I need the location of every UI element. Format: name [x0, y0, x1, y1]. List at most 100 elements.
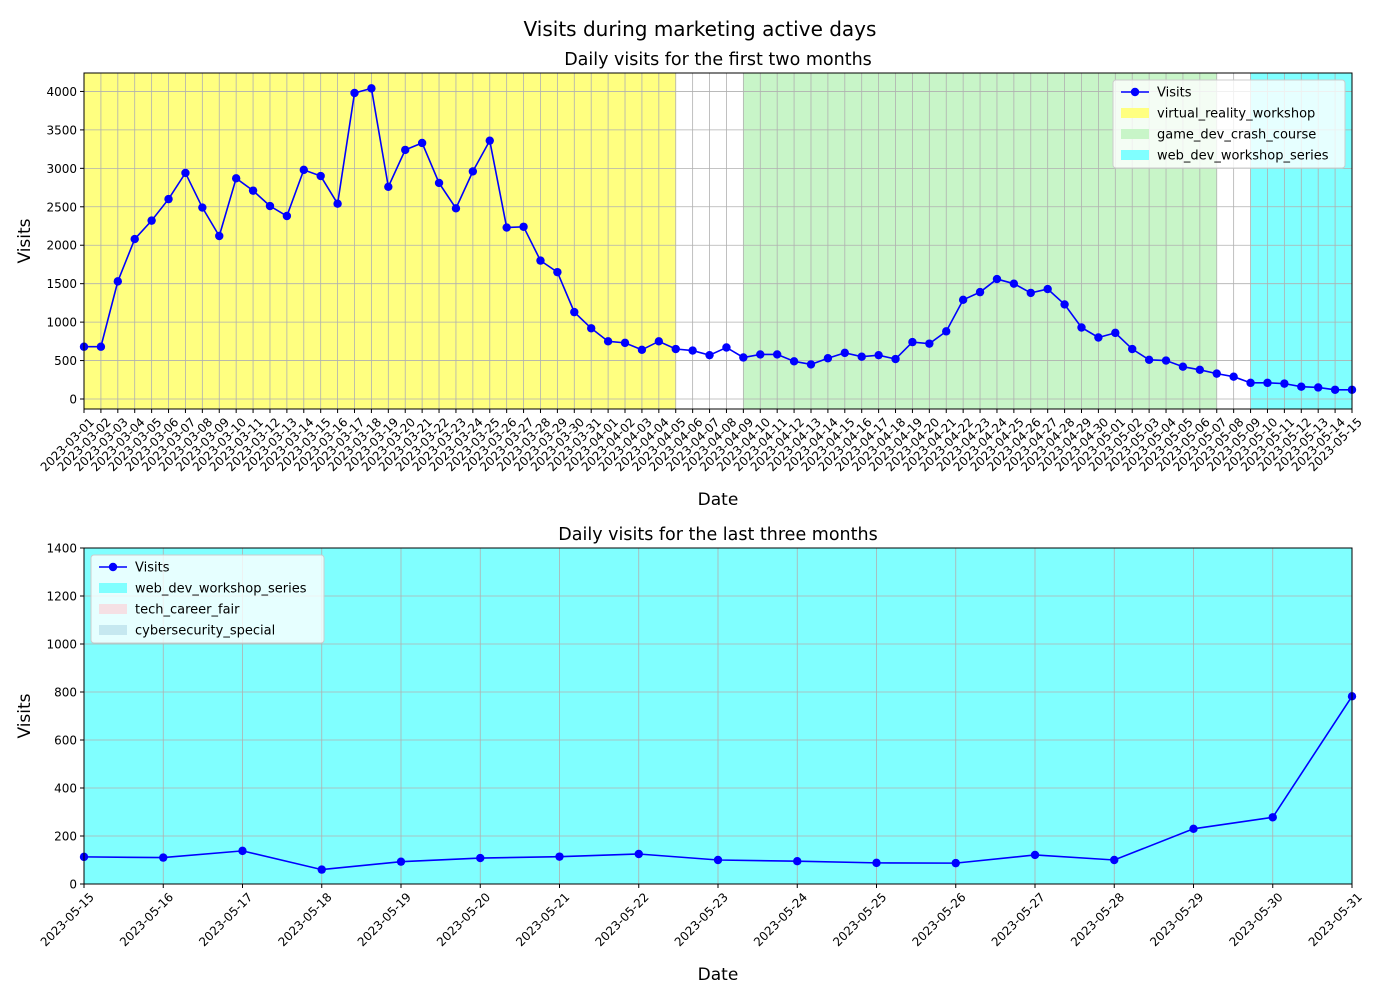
data-point	[350, 88, 359, 98]
data-point	[1297, 382, 1306, 391]
data-point	[1195, 365, 1205, 374]
legend-entry: tech_career_fair	[135, 603, 240, 618]
legend-swatch-game_dev_crash_course	[1121, 129, 1149, 139]
x-tick-label: 2023-05-23	[672, 890, 731, 949]
data-point	[739, 353, 748, 362]
data-point	[1246, 378, 1255, 388]
data-point	[198, 203, 207, 212]
legend-swatch-virtual_reality_workshop	[1121, 108, 1149, 118]
y-tick-label: 200	[54, 830, 77, 844]
legend-entry: web_dev_workshop_series	[1157, 149, 1329, 164]
data-point	[1026, 288, 1035, 298]
data-point	[756, 350, 765, 359]
y-tick-label: 2000	[46, 239, 77, 253]
data-point	[958, 295, 968, 305]
data-point	[476, 853, 485, 863]
legend-entry: cybersecurity_special	[135, 624, 275, 639]
data-point	[238, 846, 247, 856]
data-point	[975, 287, 985, 297]
data-point	[713, 855, 723, 865]
data-point	[857, 352, 866, 361]
data-point	[317, 865, 326, 874]
data-point	[1189, 824, 1198, 833]
data-point	[951, 858, 960, 868]
x-tick-label: 2023-05-15	[38, 890, 97, 949]
data-point	[1212, 369, 1221, 378]
data-point	[181, 168, 190, 178]
data-point	[147, 216, 156, 225]
legend-swatch-web_dev_workshop_series	[99, 583, 127, 593]
data-point	[789, 357, 799, 366]
legend-entry: web_dev_workshop_series	[135, 582, 307, 597]
data-point	[502, 223, 511, 232]
legend-point-marker	[108, 562, 118, 572]
data-point	[806, 360, 816, 369]
data-point	[722, 343, 731, 352]
data-point	[1268, 813, 1277, 822]
x-tick-label: 2023-05-30	[1226, 890, 1285, 949]
data-point	[468, 167, 478, 176]
x-tick-label: 2023-05-22	[592, 890, 651, 949]
x-tick-label: 2023-05-29	[1147, 890, 1206, 949]
data-point	[942, 327, 951, 336]
y-axis-label: Visits	[15, 693, 35, 738]
y-tick-label: 3000	[46, 162, 77, 176]
data-point	[215, 231, 224, 241]
data-point	[1144, 355, 1154, 364]
y-tick-label: 1400	[46, 542, 77, 556]
span-virtual_reality_workshop	[84, 73, 676, 409]
y-tick-label: 1200	[46, 590, 77, 604]
legend-box	[1112, 79, 1346, 169]
data-point	[688, 346, 697, 355]
legend-point-marker	[1130, 87, 1140, 97]
legend: Visits web_dev_workshop_series tech_career…	[90, 554, 325, 644]
data-point	[634, 849, 643, 859]
data-point	[1263, 378, 1272, 388]
legend-swatch-cybersecurity_special	[99, 625, 127, 635]
x-tick-label: 2023-05-18	[275, 890, 334, 949]
legend-entry: game_dev_crash_course	[1157, 128, 1316, 143]
data-point	[553, 267, 562, 277]
legend-swatch-web_dev_workshop_series	[1121, 150, 1149, 160]
suptitle: Visits during marketing active days	[524, 17, 877, 41]
y-tick-label: 4000	[46, 85, 77, 99]
x-tick-label: 2023-05-24	[751, 890, 810, 949]
data-point	[248, 186, 258, 195]
data-point	[164, 194, 173, 204]
y-tick-label: 800	[54, 686, 77, 700]
x-tick-label: 2023-05-16	[117, 890, 176, 949]
legend-swatch-tech_career_fair	[99, 604, 127, 614]
data-point	[1009, 279, 1019, 288]
data-point	[840, 348, 849, 358]
x-tick-label: 2023-05-26	[909, 890, 968, 949]
data-point	[620, 338, 630, 348]
data-point	[417, 138, 427, 148]
data-point	[671, 344, 680, 354]
data-point	[434, 178, 444, 188]
bottom-chart-panel: 0 200 400 600 800 1000 1200 1400 2023-05-15 2023-…	[15, 525, 1365, 985]
top-chart-panel: 050010001500200025003000350040002023-03-…	[15, 50, 1365, 510]
data-point	[1111, 328, 1120, 338]
data-point	[316, 171, 325, 181]
legend: Visits virtual_reality_workshop game_dev_c…	[1112, 79, 1346, 169]
y-tick-label: 3500	[46, 123, 77, 137]
data-point	[1094, 333, 1103, 342]
data-point	[96, 342, 106, 351]
data-point	[1178, 362, 1188, 371]
x-tick-label: 2023-05-27	[989, 890, 1048, 949]
data-point	[519, 222, 528, 231]
y-tick-label: 1500	[46, 277, 77, 291]
data-point	[891, 354, 900, 364]
data-point	[1060, 300, 1069, 309]
y-tick-label: 600	[54, 734, 77, 748]
x-axis-label: Date	[698, 490, 739, 510]
data-point	[113, 277, 123, 286]
data-point	[705, 350, 714, 360]
x-tick-label: 2023-05-19	[355, 890, 414, 949]
data-point	[485, 136, 494, 145]
legend-entry: Visits	[135, 561, 170, 576]
data-point	[130, 234, 139, 244]
data-point	[1077, 323, 1086, 332]
data-point	[1313, 383, 1323, 392]
